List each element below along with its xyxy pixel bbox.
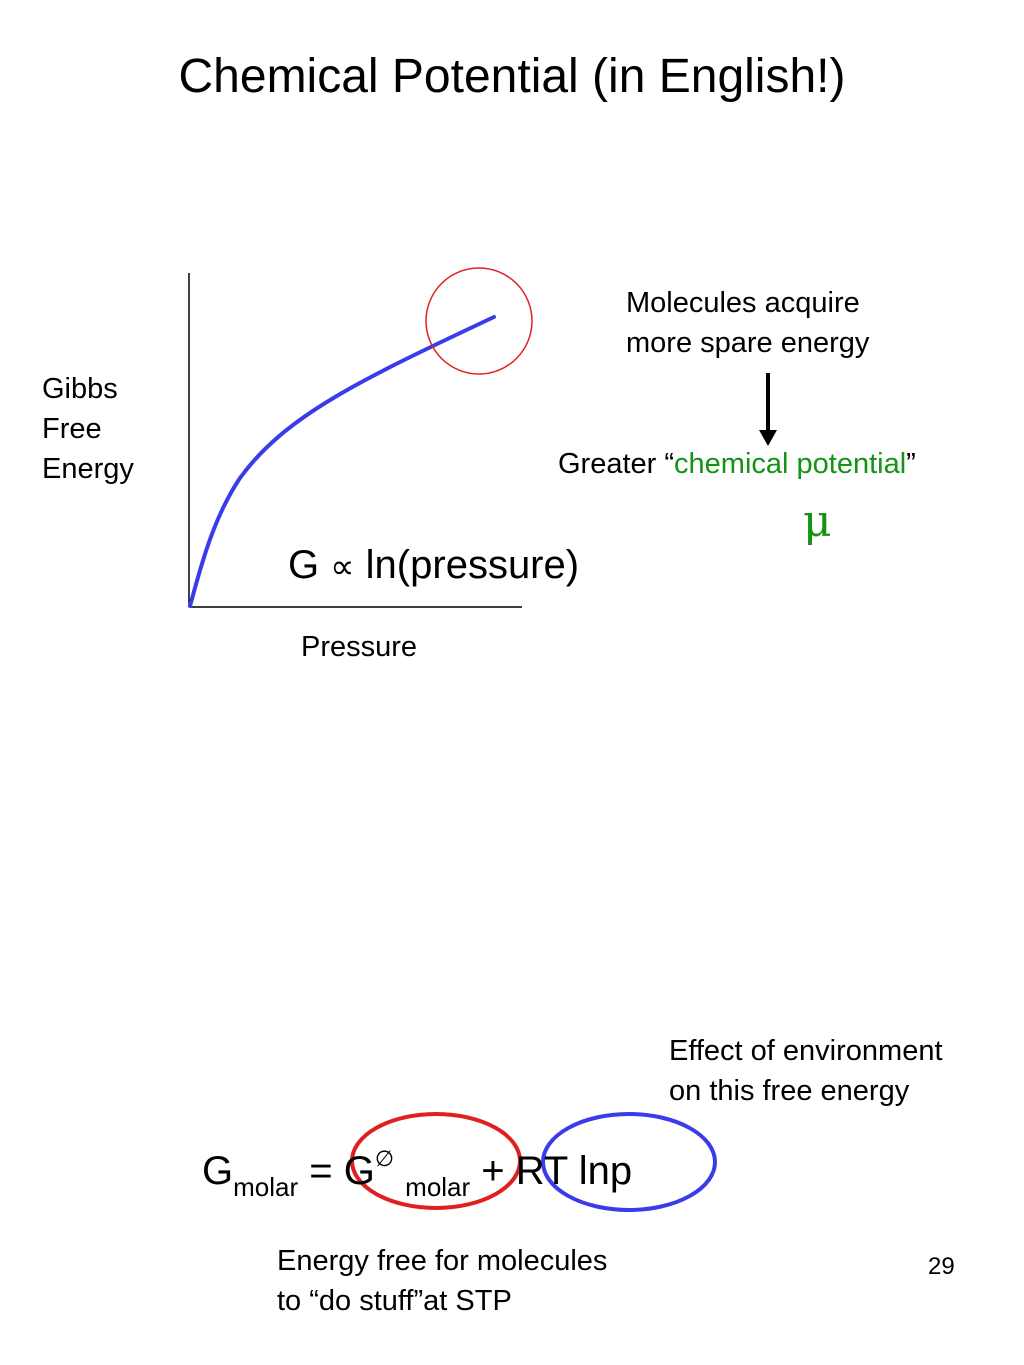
proportionality-relation: G ∝ ln(pressure) [288, 538, 579, 594]
page-number: 29 [928, 1253, 955, 1280]
g-subscript: molar [233, 1172, 299, 1202]
y-axis-label: Gibbs Free Energy [42, 369, 134, 489]
mu-symbol: μ [803, 496, 832, 547]
energy-free-note-line: to “do stuff”at STP [277, 1285, 512, 1317]
molecules-annotation: Molecules acquire more spare energy [626, 283, 869, 363]
relation-lhs: G [288, 543, 320, 587]
greater-prefix: Greater “ [558, 448, 675, 480]
g-standard-symbol: G [343, 1149, 375, 1193]
standard-state-symbol: ∅ [374, 1147, 395, 1172]
slide-title: Chemical Potential (in English!) [178, 50, 846, 103]
energy-free-note: Energy free for molecules to “do stuff”a… [277, 1241, 607, 1321]
environment-note: Effect of environment on this free energ… [669, 1031, 943, 1111]
g-symbol: G [202, 1149, 234, 1193]
x-axis-label: Pressure [301, 631, 418, 663]
y-axis-label-line: Free [42, 413, 102, 445]
gibbs-equation: Gmolar = G∅ molar + RT lnp [202, 1132, 632, 1215]
standard-energy-red-oval [350, 1112, 522, 1210]
equals-sign: = [298, 1149, 344, 1193]
proportional-symbol: ∝ [330, 547, 355, 587]
log-curve [188, 315, 496, 608]
plus-sign: + [470, 1149, 516, 1193]
molecules-annotation-line: more spare energy [626, 327, 870, 359]
environment-note-line: on this free energy [669, 1075, 910, 1107]
y-axis-label-line: Gibbs [42, 373, 118, 405]
greater-chemical-potential: Greater “chemical potential” [558, 444, 916, 484]
environment-note-line: Effect of environment [669, 1035, 943, 1067]
energy-free-note-line: Energy free for molecules [277, 1245, 608, 1277]
rt-lnp-term: RT lnp [515, 1149, 633, 1193]
g-standard-subscript: molar [405, 1172, 471, 1202]
curve-end-highlight-circle [425, 267, 533, 375]
greater-suffix: ” [906, 448, 916, 480]
environment-blue-oval [541, 1112, 717, 1212]
arrow-head [759, 430, 777, 446]
chemical-potential-term: chemical potential [674, 448, 907, 480]
molecules-annotation-line: Molecules acquire [626, 287, 860, 319]
relation-rhs: ln(pressure) [365, 543, 580, 587]
y-axis-label-line: Energy [42, 453, 134, 485]
